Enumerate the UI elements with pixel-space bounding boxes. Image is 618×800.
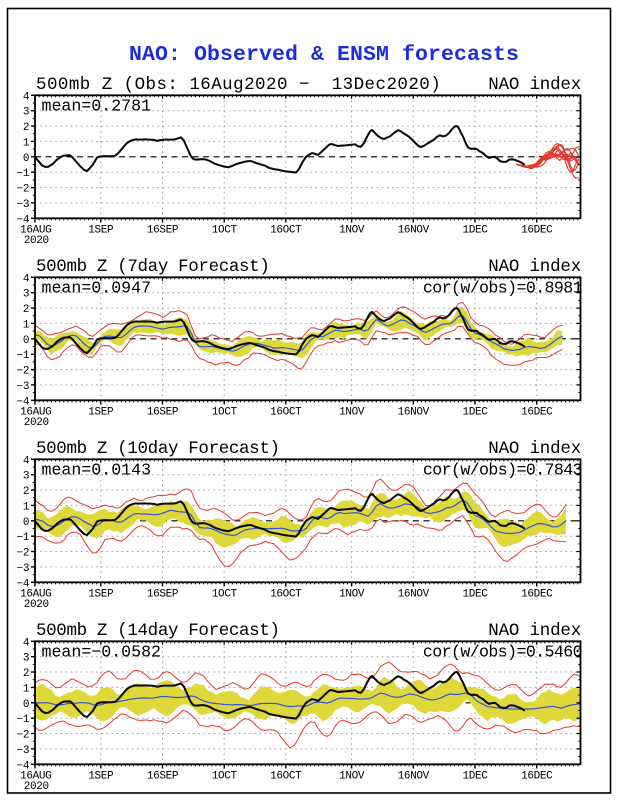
svg-text:NAO index: NAO index [488,439,581,459]
svg-text:1NOV: 1NOV [339,224,365,236]
svg-text:1SEP: 1SEP [88,406,114,418]
svg-text:0: 0 [23,517,29,529]
svg-text:cor(w/obs)=0.5460: cor(w/obs)=0.5460 [423,643,582,662]
svg-text:−4: −4 [16,578,29,590]
svg-text:1SEP: 1SEP [88,224,114,236]
svg-text:1NOV: 1NOV [339,588,365,600]
svg-text:1: 1 [23,683,30,695]
svg-text:0: 0 [23,153,29,165]
svg-text:mean=0.2781: mean=0.2781 [42,97,152,116]
svg-text:−4: −4 [16,760,29,772]
svg-text:−3: −3 [16,199,29,211]
svg-text:16NOV: 16NOV [398,588,430,600]
svg-text:4: 4 [23,91,30,103]
svg-text:−4: −4 [16,214,29,226]
svg-text:3: 3 [23,289,29,301]
svg-text:16OCT: 16OCT [270,588,302,600]
svg-text:2020: 2020 [24,235,49,247]
svg-text:4: 4 [23,455,30,467]
svg-text:1NOV: 1NOV [339,770,365,782]
svg-text:mean=−0.0582: mean=−0.0582 [42,643,162,662]
svg-text:1OCT: 1OCT [212,770,238,782]
svg-text:3: 3 [23,653,29,665]
svg-text:−3: −3 [16,381,29,393]
svg-text:2: 2 [23,668,29,680]
svg-text:16NOV: 16NOV [398,770,430,782]
svg-text:1DEC: 1DEC [462,224,488,236]
svg-text:2: 2 [23,122,29,134]
svg-text:4: 4 [23,273,30,285]
svg-text:16AUG: 16AUG [20,588,51,600]
svg-text:NAO index: NAO index [488,75,581,95]
svg-text:−1: −1 [16,714,29,726]
svg-text:1SEP: 1SEP [88,588,114,600]
svg-text:NAO index: NAO index [488,257,581,277]
svg-text:cor(w/obs)=0.7843: cor(w/obs)=0.7843 [423,461,582,480]
svg-text:0: 0 [23,699,29,711]
svg-text:1OCT: 1OCT [212,406,238,418]
svg-text:mean=0.0143: mean=0.0143 [42,461,152,480]
svg-text:NAO: Observed & ENSM forecasts: NAO: Observed & ENSM forecasts [129,43,519,67]
svg-text:−2: −2 [16,366,29,378]
svg-text:16NOV: 16NOV [398,224,430,236]
svg-text:1DEC: 1DEC [462,406,488,418]
svg-text:500mb Z (10day Forecast): 500mb Z (10day Forecast) [36,439,280,459]
svg-text:−4: −4 [16,396,29,408]
svg-text:3: 3 [23,471,29,483]
svg-text:−1: −1 [16,350,29,362]
svg-text:1OCT: 1OCT [212,224,238,236]
svg-text:mean=0.0947: mean=0.0947 [42,279,152,298]
svg-text:0: 0 [23,335,29,347]
svg-text:−2: −2 [16,730,29,742]
svg-text:16OCT: 16OCT [270,406,302,418]
svg-text:2020: 2020 [24,781,49,793]
svg-text:3: 3 [23,107,29,119]
svg-text:NAO index: NAO index [488,621,581,641]
svg-text:2: 2 [23,486,29,498]
svg-text:16SEP: 16SEP [147,406,179,418]
svg-text:−1: −1 [16,532,29,544]
svg-text:16OCT: 16OCT [270,224,302,236]
svg-text:16SEP: 16SEP [147,224,179,236]
svg-text:1DEC: 1DEC [462,770,488,782]
svg-text:1: 1 [23,137,30,149]
svg-text:16AUG: 16AUG [20,770,51,782]
svg-text:1NOV: 1NOV [339,406,365,418]
svg-text:4: 4 [23,637,30,649]
svg-text:−2: −2 [16,184,29,196]
svg-text:16AUG: 16AUG [20,224,51,236]
svg-text:1: 1 [23,319,30,331]
svg-text:−3: −3 [16,563,29,575]
svg-text:cor(w/obs)=0.8981: cor(w/obs)=0.8981 [423,279,583,298]
svg-text:2: 2 [23,304,29,316]
svg-text:−1: −1 [16,168,29,180]
svg-text:2020: 2020 [24,599,49,611]
svg-text:16NOV: 16NOV [398,406,430,418]
svg-text:16DEC: 16DEC [521,224,553,236]
svg-text:1SEP: 1SEP [88,770,114,782]
svg-text:2020: 2020 [24,417,49,429]
svg-text:16SEP: 16SEP [147,770,179,782]
svg-text:16AUG: 16AUG [20,406,51,418]
svg-text:16OCT: 16OCT [270,770,302,782]
svg-text:500mb Z (14day Forecast): 500mb Z (14day Forecast) [36,621,280,641]
svg-text:−3: −3 [16,745,29,757]
svg-text:1OCT: 1OCT [212,588,238,600]
svg-text:500mb Z (Obs: 16Aug2020 − 13D: 500mb Z (Obs: 16Aug2020 − 13Dec2020) [36,75,441,95]
svg-text:16SEP: 16SEP [147,588,179,600]
svg-text:1DEC: 1DEC [462,588,488,600]
svg-text:16DEC: 16DEC [521,588,553,600]
svg-text:−2: −2 [16,548,29,560]
svg-text:16DEC: 16DEC [521,406,553,418]
svg-text:1: 1 [23,501,30,513]
svg-text:16DEC: 16DEC [521,770,553,782]
svg-text:500mb Z (7day Forecast): 500mb Z (7day Forecast) [36,257,270,277]
